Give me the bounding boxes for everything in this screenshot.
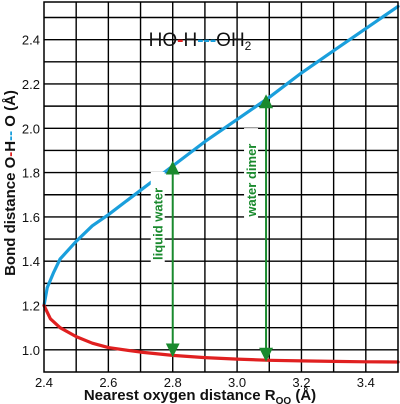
series-layer xyxy=(42,4,400,364)
y-axis-title-h: H xyxy=(2,141,19,152)
x-axis-title-unit: (Å) xyxy=(291,387,316,404)
annotation-label-bg xyxy=(150,171,165,276)
plot-frame xyxy=(43,1,399,373)
tick-labels: 2.4 2.6 2.8 3.0 3.2 3.4 1.0 1.2 1.4 1.6 1.8 2.0 2.2 2… xyxy=(22,33,375,390)
annotation-label-0: liquid water xyxy=(151,188,166,260)
y-axis-title-start: Bond distance O xyxy=(2,156,19,276)
legend-formula-part-oh: OH xyxy=(216,30,245,51)
x-axis-title-subscript: OO xyxy=(276,396,292,404)
annotation-label-bg xyxy=(244,128,259,233)
legend-hbond-dashes: --- xyxy=(197,30,216,51)
x-tick-label: 2.4 xyxy=(35,375,53,390)
y-axis-covalent-dash: - xyxy=(2,152,19,157)
series-line-1 xyxy=(42,303,400,364)
x-tick-label: 3.2 xyxy=(292,375,310,390)
y-tick-label: 2.2 xyxy=(22,77,40,92)
y-tick-label: 1.4 xyxy=(22,254,40,269)
y-axis-hbond-dashes: -- xyxy=(2,131,19,141)
legend-covalent-dash: - xyxy=(177,30,183,51)
y-tick-label: 1.2 xyxy=(22,299,40,314)
y-tick-label: 2.0 xyxy=(22,121,40,136)
legend: HO-H---OH2 xyxy=(149,30,252,53)
x-tick-label: 2.6 xyxy=(99,375,117,390)
legend-formula: HO-H---OH2 xyxy=(149,30,252,53)
x-tick-label: 3.4 xyxy=(357,375,375,390)
legend-formula-part-ho: HO xyxy=(149,30,178,51)
x-tick-label: 3.0 xyxy=(228,375,246,390)
legend-formula-part-h: H xyxy=(183,30,197,51)
y-tick-label: 2.4 xyxy=(22,33,40,48)
y-axis-title: Bond distance O-H-- O (Å) xyxy=(2,90,19,276)
x-tick-label: 2.8 xyxy=(164,375,182,390)
y-tick-label: 1.6 xyxy=(22,210,40,225)
x-axis-title: Nearest oxygen distance ROO (Å) xyxy=(84,387,316,404)
annotation-label-1: water dimer xyxy=(244,144,259,218)
annotation-layer: liquid water water dimer xyxy=(150,94,274,362)
grid-lines xyxy=(44,2,398,372)
y-tick-label: 1.0 xyxy=(22,343,40,358)
x-axis-title-main: Nearest oxygen distance R xyxy=(84,387,276,404)
y-tick-label: 1.8 xyxy=(22,166,40,181)
legend-formula-subscript: 2 xyxy=(245,39,252,53)
y-axis-title-end: O (Å) xyxy=(2,90,19,131)
